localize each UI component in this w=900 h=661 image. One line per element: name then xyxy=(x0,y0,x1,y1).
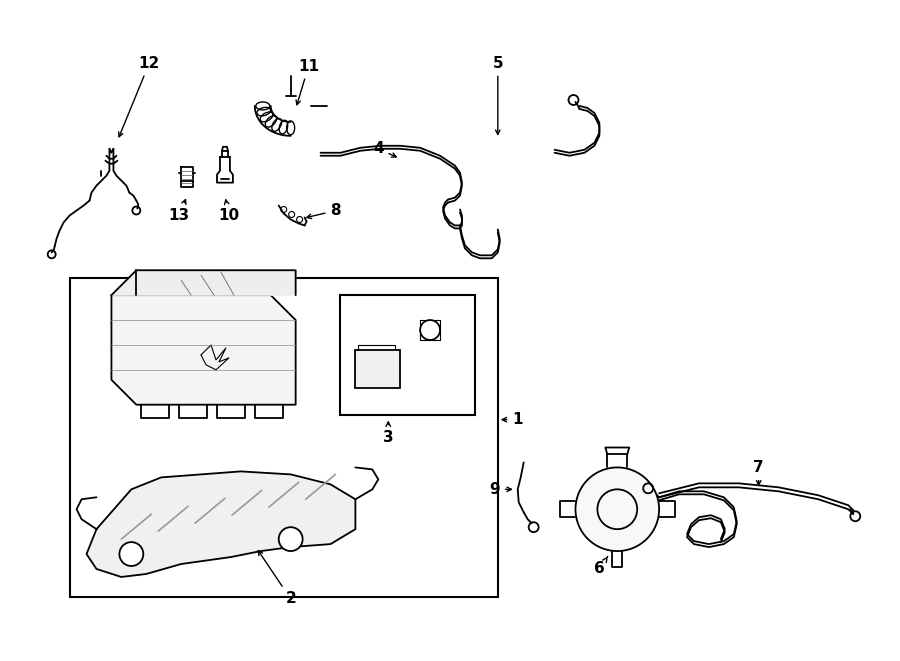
Text: 8: 8 xyxy=(307,203,341,219)
Text: 5: 5 xyxy=(492,56,503,134)
Circle shape xyxy=(120,542,143,566)
Bar xyxy=(69,278,498,597)
Text: 11: 11 xyxy=(296,59,320,105)
Text: 7: 7 xyxy=(753,460,764,485)
Polygon shape xyxy=(659,501,675,517)
Polygon shape xyxy=(560,501,575,517)
Text: 4: 4 xyxy=(373,141,396,157)
Polygon shape xyxy=(112,270,296,295)
Text: 1: 1 xyxy=(502,412,523,427)
Polygon shape xyxy=(86,471,356,577)
Text: 2: 2 xyxy=(258,551,296,606)
Text: 12: 12 xyxy=(119,56,160,137)
Text: 9: 9 xyxy=(490,482,511,497)
Text: 6: 6 xyxy=(594,557,608,576)
Polygon shape xyxy=(112,295,296,405)
Circle shape xyxy=(575,467,659,551)
Text: 10: 10 xyxy=(219,200,239,223)
Text: 3: 3 xyxy=(382,422,393,445)
Circle shape xyxy=(420,320,440,340)
Circle shape xyxy=(279,527,302,551)
Text: 13: 13 xyxy=(168,200,190,223)
Bar xyxy=(340,295,475,414)
Bar xyxy=(356,350,400,388)
